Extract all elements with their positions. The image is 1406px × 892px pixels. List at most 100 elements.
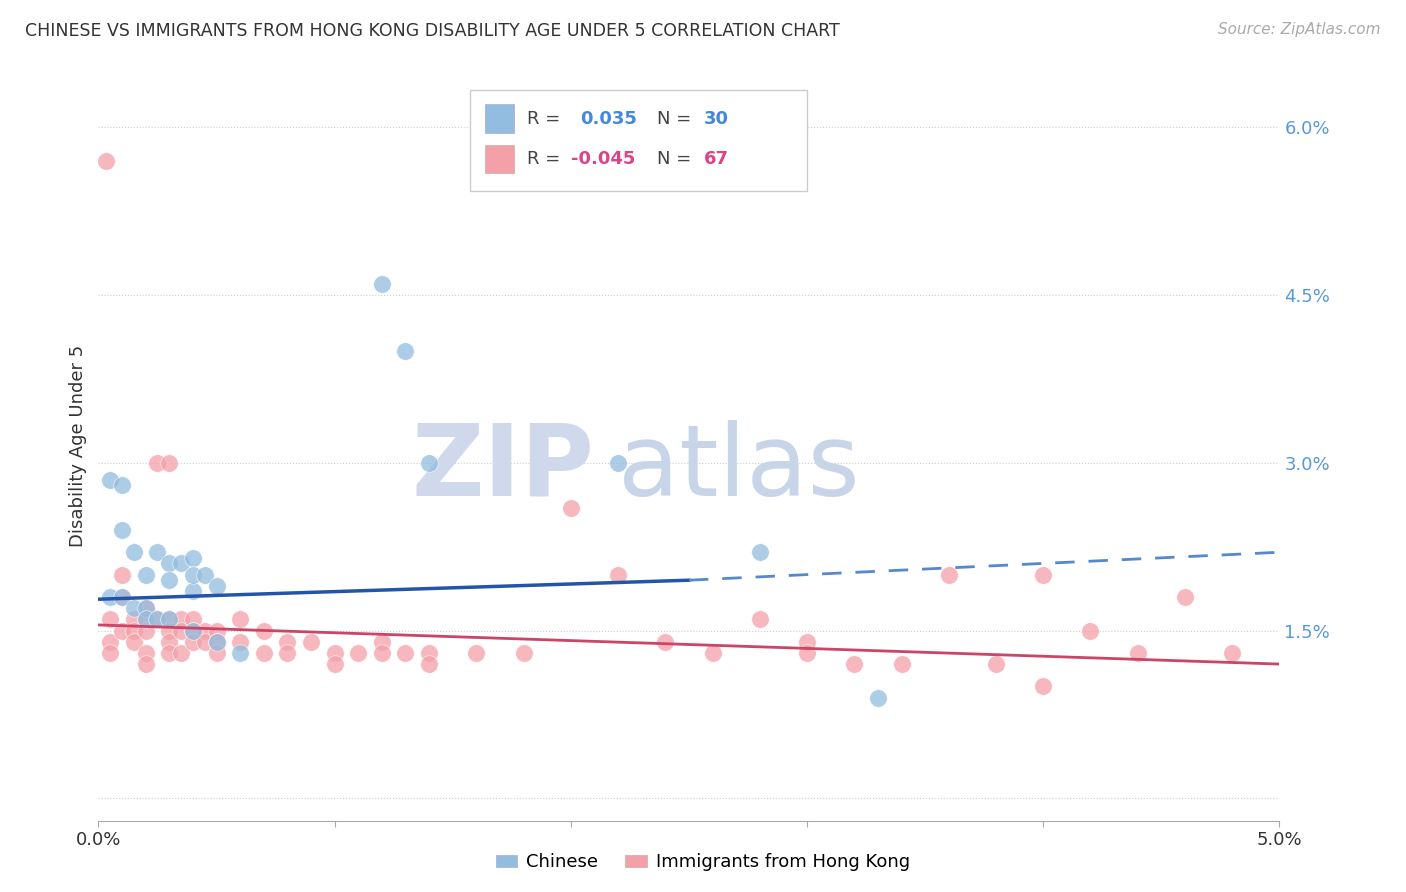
Text: Source: ZipAtlas.com: Source: ZipAtlas.com: [1218, 22, 1381, 37]
Point: [1032, 680, 1054, 694]
Text: ZIP: ZIP: [412, 420, 595, 517]
Text: atlas: atlas: [619, 420, 859, 517]
Text: -0.045: -0.045: [571, 150, 636, 168]
Point: [560, 500, 582, 515]
Point: [181, 634, 204, 648]
Point: [135, 601, 157, 615]
Point: [1032, 567, 1054, 582]
Point: [1080, 624, 1102, 638]
Point: [194, 634, 217, 648]
Point: [111, 478, 134, 492]
Point: [418, 456, 440, 470]
Point: [122, 612, 145, 626]
Point: [465, 646, 488, 660]
Point: [157, 612, 180, 626]
Point: [157, 612, 180, 626]
Point: [276, 634, 298, 648]
Point: [418, 646, 440, 660]
Point: [122, 634, 145, 648]
Point: [98, 473, 121, 487]
Point: [1174, 590, 1197, 604]
Point: [418, 657, 440, 671]
Point: [394, 646, 416, 660]
Point: [122, 601, 145, 615]
Point: [1220, 646, 1243, 660]
Point: [205, 634, 228, 648]
Point: [122, 624, 145, 638]
Point: [181, 624, 204, 638]
Point: [371, 277, 394, 291]
Text: R =: R =: [527, 110, 567, 128]
Point: [323, 657, 346, 671]
Point: [146, 456, 169, 470]
Point: [111, 590, 134, 604]
Point: [135, 601, 157, 615]
Point: [347, 646, 370, 660]
Point: [157, 456, 180, 470]
Point: [146, 545, 169, 559]
Point: [181, 612, 204, 626]
Point: [146, 612, 169, 626]
Point: [111, 567, 134, 582]
Point: [253, 646, 276, 660]
Point: [229, 634, 252, 648]
Point: [157, 557, 180, 571]
Point: [1126, 646, 1149, 660]
Point: [512, 646, 534, 660]
Y-axis label: Disability Age Under 5: Disability Age Under 5: [69, 345, 87, 547]
Point: [229, 646, 252, 660]
Point: [135, 624, 157, 638]
Point: [181, 624, 204, 638]
Point: [253, 624, 276, 638]
Point: [135, 646, 157, 660]
Text: 67: 67: [704, 150, 730, 168]
Point: [607, 456, 630, 470]
Text: CHINESE VS IMMIGRANTS FROM HONG KONG DISABILITY AGE UNDER 5 CORRELATION CHART: CHINESE VS IMMIGRANTS FROM HONG KONG DIS…: [25, 22, 839, 40]
Point: [157, 634, 180, 648]
Point: [276, 646, 298, 660]
Text: 30: 30: [704, 110, 730, 128]
Point: [146, 612, 169, 626]
FancyBboxPatch shape: [471, 90, 807, 191]
Point: [181, 550, 204, 565]
Point: [135, 567, 157, 582]
Text: 0.035: 0.035: [581, 110, 637, 128]
Point: [98, 612, 121, 626]
Point: [194, 624, 217, 638]
Text: N =: N =: [657, 150, 697, 168]
Text: N =: N =: [657, 110, 697, 128]
Point: [323, 646, 346, 660]
FancyBboxPatch shape: [485, 145, 515, 173]
Point: [170, 624, 193, 638]
Point: [890, 657, 912, 671]
Point: [181, 567, 204, 582]
Point: [157, 624, 180, 638]
Point: [94, 153, 117, 168]
Point: [98, 646, 121, 660]
Legend: Chinese, Immigrants from Hong Kong: Chinese, Immigrants from Hong Kong: [488, 847, 918, 879]
Point: [111, 523, 134, 537]
Point: [844, 657, 866, 671]
Point: [394, 343, 416, 358]
Point: [194, 567, 217, 582]
Point: [135, 657, 157, 671]
Point: [796, 634, 818, 648]
Point: [607, 567, 630, 582]
Point: [984, 657, 1007, 671]
Point: [371, 634, 394, 648]
Point: [170, 646, 193, 660]
Point: [938, 567, 960, 582]
Point: [229, 612, 252, 626]
Point: [866, 690, 889, 705]
Text: R =: R =: [527, 150, 567, 168]
Point: [135, 612, 157, 626]
Point: [654, 634, 676, 648]
Point: [170, 557, 193, 571]
Point: [98, 634, 121, 648]
Point: [371, 646, 394, 660]
Point: [111, 624, 134, 638]
Point: [111, 590, 134, 604]
Point: [181, 584, 204, 599]
Point: [122, 545, 145, 559]
FancyBboxPatch shape: [485, 104, 515, 133]
